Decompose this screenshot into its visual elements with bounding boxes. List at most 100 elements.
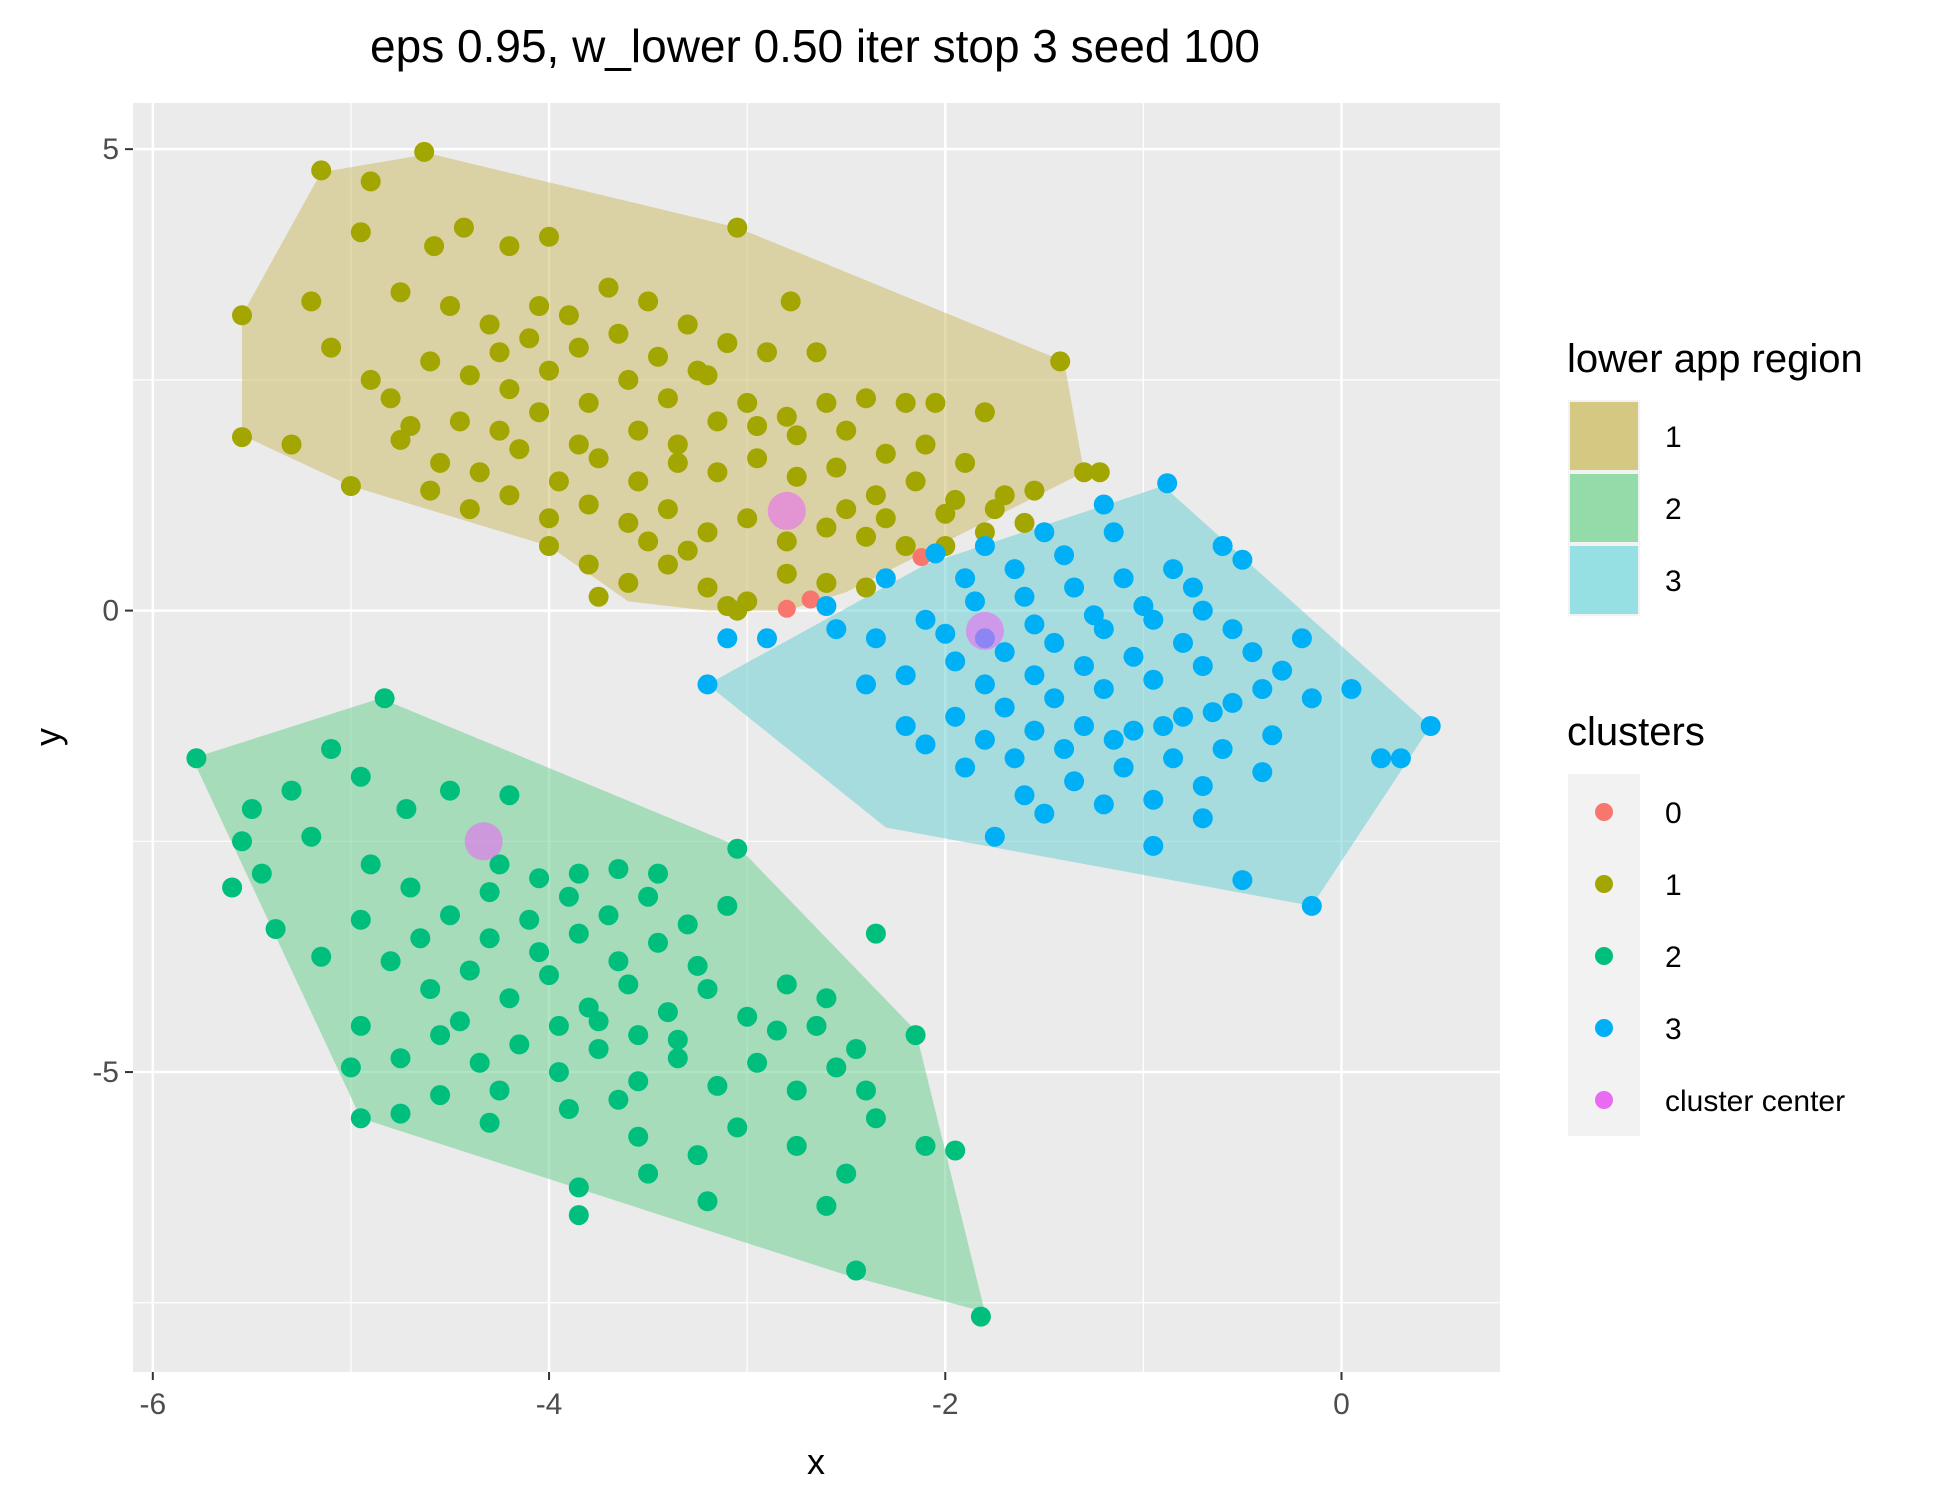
point-3 bbox=[1222, 692, 1243, 713]
point-3 bbox=[1420, 716, 1441, 736]
point-3 bbox=[697, 674, 718, 695]
point-1 bbox=[519, 328, 540, 349]
point-2 bbox=[529, 868, 550, 889]
point-1 bbox=[826, 457, 847, 478]
point-3 bbox=[1202, 702, 1223, 723]
point-2 bbox=[588, 1039, 609, 1059]
point-cluster-center bbox=[965, 611, 1004, 650]
point-3 bbox=[915, 734, 936, 755]
point-1 bbox=[588, 448, 609, 469]
point-3 bbox=[1212, 536, 1233, 556]
point-3 bbox=[1272, 660, 1293, 681]
point-2 bbox=[786, 1135, 807, 1156]
point-1 bbox=[578, 554, 599, 575]
point-2 bbox=[558, 886, 579, 907]
legend-region-key-3 bbox=[1570, 546, 1638, 614]
point-1 bbox=[489, 342, 510, 363]
series-2 bbox=[186, 688, 991, 1327]
point-2 bbox=[727, 838, 748, 859]
point-1 bbox=[400, 416, 421, 436]
point-3 bbox=[945, 651, 966, 672]
point-2 bbox=[479, 882, 500, 903]
point-3 bbox=[1390, 748, 1411, 769]
point-1 bbox=[984, 499, 1005, 520]
point-3 bbox=[1192, 656, 1213, 676]
point-2 bbox=[374, 688, 395, 709]
point-2 bbox=[311, 946, 332, 967]
point-3 bbox=[1173, 706, 1193, 727]
series-1 bbox=[232, 141, 1110, 621]
point-2 bbox=[265, 919, 286, 939]
point-2 bbox=[350, 1015, 371, 1036]
point-1 bbox=[955, 452, 976, 473]
point-2 bbox=[340, 1057, 361, 1078]
point-3 bbox=[1341, 679, 1362, 699]
point-1 bbox=[340, 476, 361, 496]
point-3 bbox=[1024, 665, 1045, 686]
point-1 bbox=[529, 296, 550, 316]
point-2 bbox=[449, 1011, 470, 1032]
point-cluster-center bbox=[464, 822, 503, 861]
point-1 bbox=[875, 508, 896, 529]
point-2 bbox=[657, 1002, 678, 1023]
x-tick-label: -2 bbox=[932, 1388, 959, 1421]
point-1 bbox=[390, 429, 411, 450]
point-1 bbox=[806, 342, 827, 363]
point-1 bbox=[780, 291, 801, 312]
point-1 bbox=[539, 536, 559, 556]
point-1 bbox=[856, 577, 876, 598]
point-3 bbox=[1252, 679, 1273, 699]
point-2 bbox=[380, 951, 401, 972]
point-3 bbox=[1242, 642, 1263, 663]
point-2 bbox=[588, 1011, 609, 1032]
point-2 bbox=[766, 1020, 787, 1041]
point-2 bbox=[638, 1163, 659, 1184]
data-points bbox=[186, 141, 1441, 1327]
point-1 bbox=[776, 406, 797, 427]
point-2 bbox=[865, 923, 886, 944]
point-2 bbox=[707, 1075, 728, 1096]
point-3 bbox=[1074, 656, 1094, 676]
legend-cluster-key bbox=[1595, 803, 1613, 821]
point-2 bbox=[499, 988, 520, 1009]
point-2 bbox=[568, 1205, 589, 1226]
point-3 bbox=[1153, 716, 1174, 736]
point-2 bbox=[697, 1191, 718, 1212]
point-1 bbox=[757, 342, 777, 363]
point-2 bbox=[608, 951, 629, 972]
point-2 bbox=[548, 1062, 569, 1083]
point-2 bbox=[479, 1112, 500, 1133]
region-3 bbox=[707, 486, 1431, 906]
point-3 bbox=[1143, 609, 1164, 630]
point-3 bbox=[925, 543, 946, 564]
legend-region-label: 1 bbox=[1665, 421, 1682, 454]
point-1 bbox=[578, 494, 599, 515]
point-1 bbox=[657, 554, 678, 575]
point-1 bbox=[935, 503, 956, 524]
x-tick-label: -6 bbox=[139, 1388, 166, 1421]
point-2 bbox=[350, 1108, 371, 1129]
point-2 bbox=[479, 928, 500, 949]
point-3 bbox=[1291, 628, 1312, 649]
y-tick-label: 5 bbox=[102, 133, 119, 166]
point-2 bbox=[677, 914, 698, 935]
point-1 bbox=[440, 296, 460, 316]
point-2 bbox=[539, 965, 559, 986]
point-3 bbox=[1192, 808, 1213, 829]
point-1 bbox=[945, 489, 966, 510]
point-1 bbox=[677, 540, 698, 561]
point-2 bbox=[519, 909, 540, 930]
point-3 bbox=[1192, 776, 1213, 796]
point-1 bbox=[638, 291, 659, 312]
point-1 bbox=[727, 600, 748, 621]
point-2 bbox=[945, 1140, 966, 1161]
point-2 bbox=[836, 1163, 857, 1184]
point-2 bbox=[846, 1039, 867, 1059]
point-2 bbox=[430, 1085, 451, 1106]
point-1 bbox=[677, 314, 698, 335]
point-1 bbox=[747, 416, 768, 436]
point-1 bbox=[469, 462, 490, 483]
point-3 bbox=[1064, 771, 1085, 792]
point-1 bbox=[539, 508, 559, 529]
point-2 bbox=[529, 942, 550, 963]
